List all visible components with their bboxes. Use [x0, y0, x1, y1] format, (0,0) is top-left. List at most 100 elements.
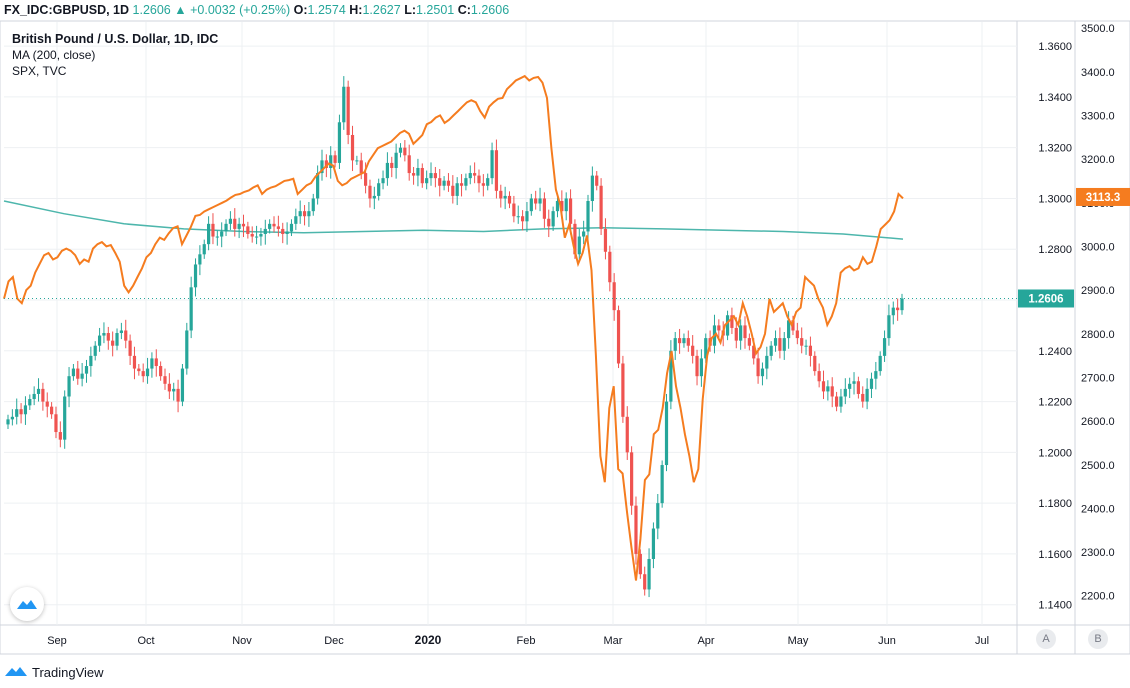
candle-body: [839, 396, 843, 407]
x-tick-label: Nov: [232, 635, 252, 647]
candle-body: [329, 155, 333, 168]
candle-body: [682, 338, 686, 344]
candle-body: [747, 338, 751, 346]
candle-body: [547, 218, 551, 227]
candle-body: [455, 183, 459, 196]
spx-last-badge: [1076, 187, 1130, 206]
y-left-tick-label: 1.2200: [1038, 397, 1072, 409]
gbpusd-candles: [6, 76, 904, 598]
candle-body: [616, 310, 621, 364]
candle-body: [538, 198, 542, 204]
tradingview-logo-icon[interactable]: [4, 664, 28, 681]
candle-body: [525, 211, 529, 222]
candle-body: [398, 147, 403, 153]
candle-body: [50, 406, 54, 415]
candle-body: [643, 574, 647, 590]
candle-body: [651, 528, 656, 559]
candle-body: [660, 465, 664, 504]
candle-body: [808, 345, 813, 356]
candle-body: [795, 330, 799, 339]
y-right-tick-label: 2800.0: [1081, 329, 1115, 341]
candle-body: [848, 383, 852, 389]
candle-body: [555, 200, 560, 212]
candle-body: [342, 86, 346, 123]
candle-body: [411, 173, 416, 176]
candle-body: [477, 175, 481, 184]
candle-body: [97, 335, 102, 346]
y-right-tick-label: 3200.0: [1081, 154, 1115, 166]
spx-line: [3, 74, 904, 581]
legend-spx-series[interactable]: SPX, TVC: [12, 64, 67, 78]
y-left-tick-label: 1.1400: [1038, 600, 1072, 612]
candle-body: [691, 345, 695, 356]
footer: TradingView: [4, 662, 104, 682]
candle-body: [560, 200, 564, 212]
candle-body: [494, 150, 499, 191]
x-tick-label: Jul: [975, 635, 989, 647]
candle-body: [237, 223, 241, 229]
symbol-label[interactable]: FX_IDC:GBPUSD, 1D: [4, 3, 130, 17]
candle-body: [41, 388, 45, 402]
y-left-tick-label: 1.2400: [1038, 346, 1072, 358]
candle-body: [577, 236, 581, 255]
candle-body: [320, 160, 324, 174]
candle-body: [769, 345, 773, 356]
ma-200-series: [3, 200, 904, 240]
candle-body: [765, 355, 769, 369]
candle-body: [10, 416, 14, 420]
candle-body: [664, 401, 669, 466]
tradingview-watermark-icon[interactable]: [10, 587, 44, 621]
candle-body: [84, 366, 89, 374]
axis-b-button[interactable]: B: [1088, 629, 1108, 649]
x-tick-label: Dec: [324, 635, 344, 647]
y-left-tick-label: 1.3600: [1038, 41, 1072, 53]
y-right-tick-label: 2400.0: [1081, 503, 1115, 515]
candle-body: [778, 338, 782, 351]
candle-body: [669, 350, 673, 402]
y-left-tick-label: 1.2800: [1038, 244, 1072, 256]
candle-body: [407, 155, 411, 174]
candle-body: [834, 396, 839, 407]
candle-body: [189, 287, 193, 331]
legend-main-series[interactable]: British Pound / U.S. Dollar, 1D, IDC: [12, 32, 219, 46]
candle-body: [590, 175, 594, 201]
candle-body: [878, 355, 882, 372]
y-left-tick-label: 1.1600: [1038, 549, 1072, 561]
candle-body: [364, 173, 368, 186]
y-left-tick-label: 1.3200: [1038, 143, 1072, 155]
grid: [0, 20, 1130, 655]
candle-body: [377, 183, 381, 196]
candle-body: [350, 134, 355, 161]
candle-body: [891, 307, 895, 316]
candle-body: [451, 185, 455, 196]
x-tick-label: 2020: [415, 633, 442, 647]
candle-body: [254, 236, 259, 238]
legend-ma-series[interactable]: MA (200, close): [12, 48, 96, 62]
y-right-tick-label: 3300.0: [1081, 110, 1115, 122]
candle-body: [385, 162, 390, 179]
brand-label[interactable]: TradingView: [32, 664, 104, 680]
candle-body: [446, 180, 451, 186]
candle-body: [268, 223, 272, 229]
candle-body: [638, 553, 642, 575]
candle-body: [228, 218, 233, 224]
price-change: +0.0032 (+0.25%): [190, 3, 291, 17]
candle-body: [490, 150, 494, 179]
candle-body: [520, 216, 525, 222]
axis-a-button[interactable]: A: [1036, 629, 1056, 649]
gbpusd-last-label: 1.2606: [1028, 293, 1063, 305]
candle-body: [337, 122, 342, 163]
candle-body: [760, 368, 765, 377]
candle-body: [516, 216, 520, 218]
spx-last-label: 3113.3: [1086, 192, 1121, 204]
candle-body: [159, 366, 163, 377]
candle-body: [573, 223, 577, 255]
candle-body: [250, 234, 254, 237]
candle-body: [359, 160, 363, 174]
candle-body: [529, 198, 533, 212]
candle-body: [464, 178, 468, 186]
candle-body: [294, 216, 298, 224]
candle-body: [791, 320, 795, 331]
